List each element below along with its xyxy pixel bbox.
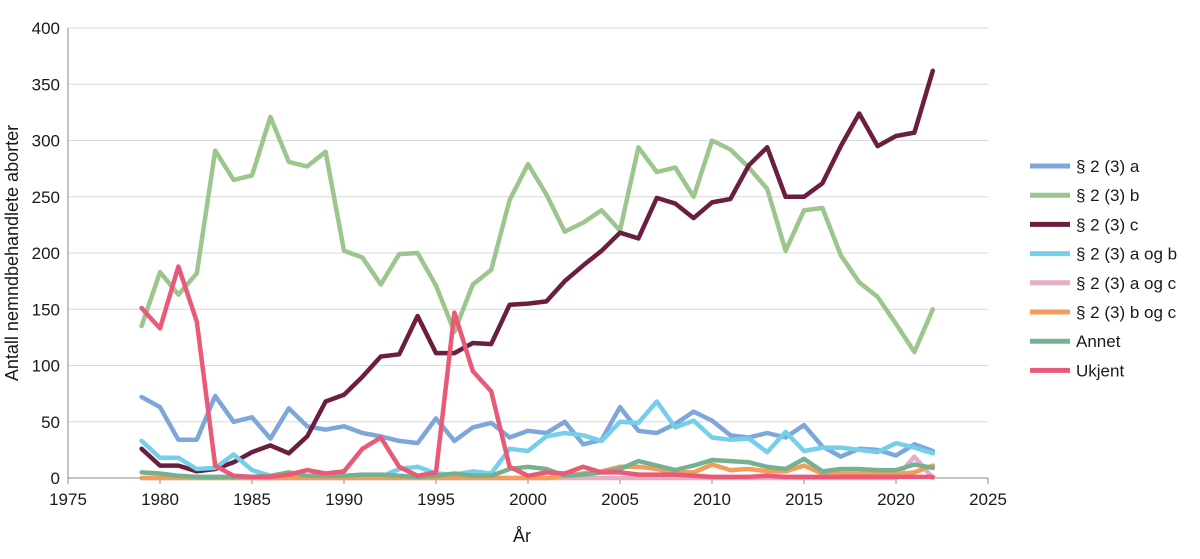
gridlines [68,27,988,423]
x-tick-label: 2015 [785,490,823,509]
series-line [139,68,936,474]
legend-label: § 2 (3) a [1076,157,1140,176]
x-tick-label: 1980 [141,490,179,509]
legend-label: § 2 (3) c [1076,215,1139,234]
series-line [139,393,936,459]
x-tick-label: 2000 [509,490,547,509]
y-tick-label: 200 [32,244,60,263]
series-line [139,264,936,480]
y-tick-label: 300 [32,132,60,151]
x-tick-label: 1990 [325,490,363,509]
legend-label: Annet [1076,332,1121,351]
y-tick-label: 350 [32,75,60,94]
x-tick-label: 2005 [601,490,639,509]
series-lines [139,68,936,481]
legend-label: § 2 (3) b [1076,186,1139,205]
y-tick-label: 50 [41,413,60,432]
y-tick-label: 400 [32,19,60,38]
x-tick-label: 1985 [233,490,271,509]
legend-label: § 2 (3) a og b [1076,245,1177,264]
x-tick-label: 1995 [417,490,455,509]
x-tick-label: 2010 [693,490,731,509]
y-axis-title: Antall nemndbehandlete aborter [2,125,22,381]
x-tick-label: 2025 [969,490,1007,509]
legend-label: § 2 (3) b og c [1076,303,1177,322]
x-tick-label: 2020 [877,490,915,509]
legend: § 2 (3) a § 2 (3) b § 2 (3) c § 2 (3) a og … [1030,157,1177,380]
y-tick-label: 150 [32,300,60,319]
series-line [139,114,936,355]
y-tick-label: 250 [32,188,60,207]
y-tick-label: 100 [32,357,60,376]
legend-label: § 2 (3) a og c [1076,274,1177,293]
x-tick-label: 1975 [49,490,87,509]
legend-label: Ukjent [1076,361,1124,380]
y-tick-label: 0 [51,469,60,488]
x-axis-title: År [513,526,531,546]
